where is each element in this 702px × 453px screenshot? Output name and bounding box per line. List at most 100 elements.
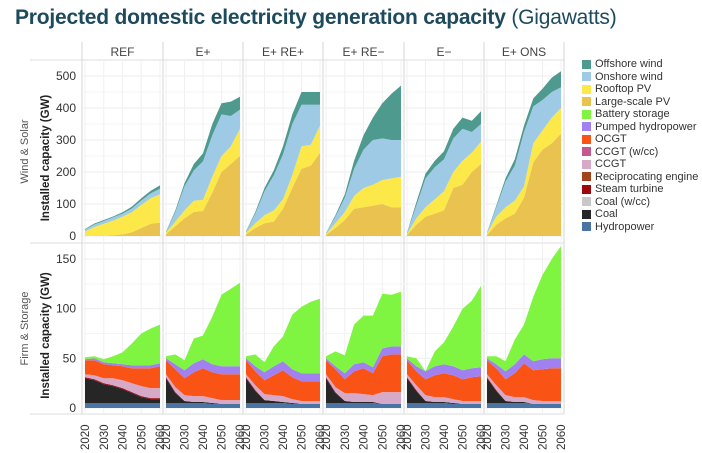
area-ccgt xyxy=(85,374,160,399)
legend-label: Rooftop PV xyxy=(595,83,652,96)
area-onshore-wind xyxy=(246,104,320,233)
area-onshore-wind xyxy=(487,87,561,234)
legend-item: Reciprocating engine xyxy=(582,171,698,184)
x-tick-label: 2040 xyxy=(118,424,130,450)
y-tick-label: 150 xyxy=(56,252,76,266)
legend-item: CCGT xyxy=(582,158,698,171)
x-tick-label: 2020 xyxy=(402,424,414,450)
legend-label: CCGT (w/cc) xyxy=(595,145,659,158)
area-large-scale-pv xyxy=(246,152,320,236)
scenario-header: REF xyxy=(111,45,135,59)
row-label: Firm & Storage xyxy=(19,292,31,366)
area-ccgt xyxy=(166,374,240,404)
legend-swatch xyxy=(582,184,591,194)
area-ccgt xyxy=(326,374,401,404)
legend-item: Steam turbine xyxy=(582,183,698,196)
legend: Offshore wind Onshore wind Rooftop PV Large… xyxy=(582,58,698,233)
area-battery-storage xyxy=(85,324,160,366)
area-battery-storage xyxy=(326,291,401,374)
x-tick-label: 2020 xyxy=(482,424,494,450)
area-pumped-hydropower xyxy=(85,358,160,369)
y-axis-label: Installed capacity (GW) xyxy=(40,95,52,222)
x-tick-label: 2060 xyxy=(476,424,488,450)
area-ocgt xyxy=(246,360,320,401)
area-hydropower xyxy=(326,403,401,408)
x-tick-label: 2060 xyxy=(556,424,568,450)
y-tick-label: 300 xyxy=(56,133,76,147)
x-tick-label: 2040 xyxy=(439,424,451,450)
area-ocgt xyxy=(166,360,240,401)
area-rooftop-pv xyxy=(407,141,481,235)
legend-label: Pumped hydropower xyxy=(595,120,697,133)
scenario-header: E− xyxy=(436,45,451,59)
x-tick-label: 2050 xyxy=(377,424,389,450)
area-offshore-wind xyxy=(85,185,160,230)
area-hydropower xyxy=(246,403,320,408)
legend-label: Coal xyxy=(595,208,618,221)
area-large-scale-pv xyxy=(166,156,240,236)
area-battery-storage xyxy=(166,282,240,371)
x-tick-label: 2060 xyxy=(235,424,247,450)
area-ocgt xyxy=(326,354,401,396)
area-large-scale-pv xyxy=(487,133,561,236)
legend-swatch xyxy=(582,84,591,94)
x-tick-label: 2060 xyxy=(315,424,327,450)
area-pumped-hydropower xyxy=(407,358,481,380)
area-offshore-wind xyxy=(407,111,481,234)
chart-title-main: Projected domestic electricity generatio… xyxy=(15,6,506,29)
x-tick-label: 2050 xyxy=(538,424,550,450)
y-tick-label: 100 xyxy=(56,302,76,316)
legend-item: Onshore wind xyxy=(582,71,698,84)
scenario-header: E+ RE+ xyxy=(262,45,304,59)
x-tick-label: 2050 xyxy=(217,424,229,450)
legend-swatch xyxy=(582,197,591,207)
chart-title: Projected domestic electricity generatio… xyxy=(15,6,617,30)
legend-item: Offshore wind xyxy=(582,58,698,71)
area-coal xyxy=(407,378,481,404)
area-rooftop-pv xyxy=(246,125,320,235)
legend-item: Large-scale PV xyxy=(582,96,698,109)
area-ocgt xyxy=(407,360,481,401)
area-coal xyxy=(326,378,401,404)
chart-title-unit: (Gigawatts) xyxy=(511,6,617,29)
area-coal xyxy=(85,378,160,403)
area-battery-storage xyxy=(487,246,561,372)
area-ccgt xyxy=(487,374,561,404)
area-battery-storage xyxy=(407,285,481,372)
legend-label: Offshore wind xyxy=(595,58,663,71)
area-ocgt xyxy=(487,360,561,401)
y-tick-label: 100 xyxy=(56,197,76,211)
x-tick-label: 2050 xyxy=(458,424,470,450)
legend-item: Hydropower xyxy=(582,221,698,234)
x-tick-label: 2030 xyxy=(340,424,352,450)
x-tick-label: 2060 xyxy=(155,424,167,450)
legend-swatch xyxy=(582,134,591,144)
legend-swatch xyxy=(582,222,591,232)
y-tick-label: 0 xyxy=(69,401,76,415)
x-tick-label: 2040 xyxy=(359,424,371,450)
area-onshore-wind xyxy=(85,188,160,232)
area-hydropower xyxy=(407,403,481,408)
y-tick-label: 0 xyxy=(69,229,76,243)
legend-label: Reciprocating engine xyxy=(595,170,699,183)
x-tick-label: 2050 xyxy=(136,424,148,450)
legend-item: Pumped hydropower xyxy=(582,121,698,134)
legend-label: OCGT xyxy=(595,133,627,146)
y-tick-label: 400 xyxy=(56,101,76,115)
legend-item: Coal (w/cc) xyxy=(582,196,698,209)
area-pumped-hydropower xyxy=(246,358,320,382)
scenario-header: E+ ONS xyxy=(502,45,546,59)
x-tick-label: 2050 xyxy=(297,424,309,450)
area-battery-storage xyxy=(246,298,320,374)
area-pumped-hydropower xyxy=(487,354,561,380)
x-tick-label: 2040 xyxy=(519,424,531,450)
legend-swatch xyxy=(582,172,591,182)
legend-swatch xyxy=(582,147,591,157)
x-tick-label: 2040 xyxy=(278,424,290,450)
area-coal xyxy=(246,378,320,404)
area-ccgt xyxy=(246,374,320,404)
area-large-scale-pv xyxy=(407,164,481,236)
row-label: Wind & Solar xyxy=(19,119,31,184)
area-offshore-wind xyxy=(487,71,561,233)
y-tick-label: 50 xyxy=(63,351,77,365)
